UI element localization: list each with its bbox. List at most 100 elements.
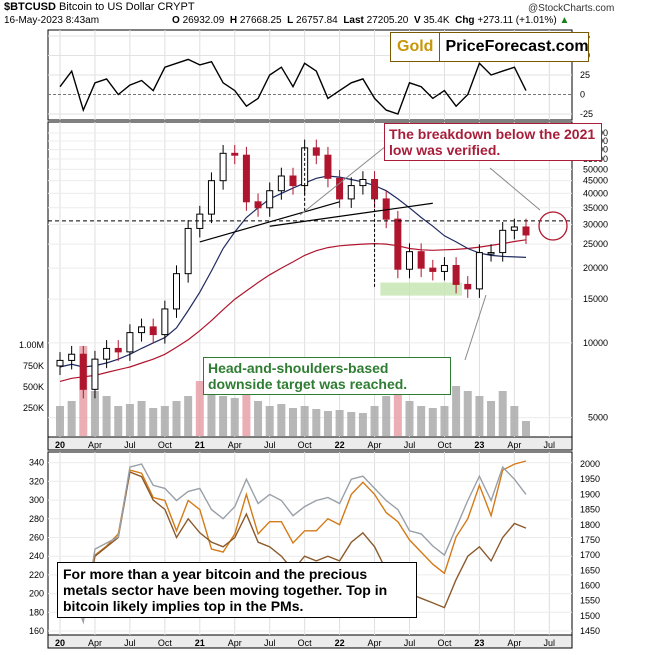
volume-bar: [289, 408, 297, 436]
candle-body: [149, 326, 157, 336]
candle-body: [429, 267, 437, 272]
volume-bar: [440, 406, 449, 436]
bottom-left-tick: 240: [29, 551, 44, 561]
candle-body: [277, 175, 285, 192]
volume-bar: [277, 404, 286, 436]
volume-bar: [405, 401, 414, 436]
metals-line-0: [59, 460, 527, 619]
open-label: O: [172, 15, 180, 26]
low-value: 26757.84: [296, 15, 338, 26]
ma-long-line: [59, 239, 527, 382]
volume-bar: [195, 381, 204, 436]
bottom-right-tick: 1700: [580, 550, 600, 560]
price-y-tick: 30000: [583, 219, 608, 229]
change-label: Chg: [455, 15, 475, 26]
candle-body: [510, 226, 518, 231]
change-arrow-icon: ▲: [559, 15, 570, 26]
price-y-tick: 10000: [583, 338, 608, 348]
pointer-line-1: [299, 145, 387, 216]
volume-bar: [125, 404, 134, 436]
goldpriceforecast-logo: Gold PriceForecast.com: [390, 32, 589, 62]
candle-body: [475, 252, 483, 290]
bottom-left-tick: 320: [29, 476, 44, 486]
price-y-tick: 50000: [583, 164, 608, 174]
x-tick-label: Oct: [158, 440, 173, 450]
x-tick-label-bottom: Apr: [88, 638, 102, 648]
annotation-breakdown: The breakdown below the 2021 low was ver…: [384, 123, 602, 162]
top-y-tick: -25: [580, 109, 593, 119]
volume-bar: [114, 406, 123, 436]
x-tick-label: Jul: [264, 440, 276, 450]
volume-bar: [487, 401, 496, 436]
x-tick-label-bottom: Apr: [368, 638, 382, 648]
price-y-tick: 25000: [583, 239, 608, 249]
stockcharts-credit: @StockCharts.com: [528, 3, 615, 14]
candle-body: [324, 154, 332, 179]
x-axis-band-bottom: [47, 634, 573, 649]
candle-body: [126, 332, 134, 353]
volume-bar: [335, 410, 344, 436]
candle-body: [103, 347, 111, 360]
top-y-tick: 0: [580, 90, 585, 100]
volume-y-tick: 500K: [23, 382, 44, 392]
volume-bar: [102, 396, 111, 436]
volume-bar: [498, 391, 507, 436]
volume-bar: [347, 412, 356, 436]
bottom-right-tick: 1650: [580, 565, 600, 575]
annotation-metals: For more than a year bitcoin and the pre…: [57, 562, 417, 619]
volume-bar: [160, 406, 169, 436]
open-value: 26932.09: [182, 15, 225, 26]
symbol-name: Bitcoin to US Dollar: [59, 1, 155, 13]
volume-bar: [452, 386, 461, 436]
top-circle: [538, 211, 568, 241]
volume-y-tick: 1.00M: [19, 340, 44, 350]
candle-body: [336, 177, 344, 200]
ohlc-readout: O 26932.09 H 27668.25 L 26757.84 Last 27…: [172, 15, 569, 26]
candle-body: [266, 190, 274, 209]
volume-bar: [393, 376, 402, 436]
bottom-right-tick: 1900: [580, 489, 600, 499]
x-tick-label: Apr: [88, 440, 102, 450]
candle-body: [161, 308, 169, 336]
x-tick-label: Apr: [368, 440, 382, 450]
bottom-right-tick: 2000: [580, 459, 600, 469]
last-label: Last: [343, 15, 364, 26]
x-tick-label: Jul: [124, 440, 136, 450]
x-tick-label-bottom: 20: [55, 638, 65, 648]
bottom-right-tick: 1600: [580, 580, 600, 590]
candle-body: [231, 152, 239, 156]
volume-bar: [382, 396, 391, 436]
candle-body: [417, 251, 425, 269]
x-tick-label: 21: [195, 440, 205, 450]
candle-body: [79, 353, 87, 390]
volume-y-tick: 250K: [23, 403, 44, 413]
candle-body: [91, 358, 99, 390]
volume-bar: [90, 391, 99, 436]
volume-bar: [312, 409, 321, 436]
volume-bar: [428, 408, 437, 436]
candle-body: [359, 178, 367, 187]
volume-bar: [172, 401, 181, 436]
bottom-right-tick: 1500: [580, 611, 600, 621]
volume-bar: [463, 391, 472, 436]
x-tick-label-bottom: Jul: [544, 638, 556, 648]
volume-bar: [219, 396, 228, 436]
metals-line-2: [59, 463, 527, 625]
bottom-left-tick: 200: [29, 589, 44, 599]
volume-y-tick: 750K: [23, 361, 44, 371]
candle-body: [184, 227, 192, 275]
candle-body: [219, 152, 227, 182]
x-tick-label-bottom: 21: [195, 638, 205, 648]
candle-body: [440, 264, 448, 272]
last-value: 27205.20: [366, 15, 409, 26]
x-tick-label-bottom: Apr: [228, 638, 242, 648]
x-tick-label-bottom: Jul: [404, 638, 416, 648]
candle-body: [464, 283, 472, 290]
volume-bar: [510, 406, 519, 436]
bottom-left-tick: 340: [29, 458, 44, 468]
volume-bar: [265, 406, 274, 436]
candle-body: [394, 218, 402, 270]
bottom-right-tick: 1750: [580, 535, 600, 545]
